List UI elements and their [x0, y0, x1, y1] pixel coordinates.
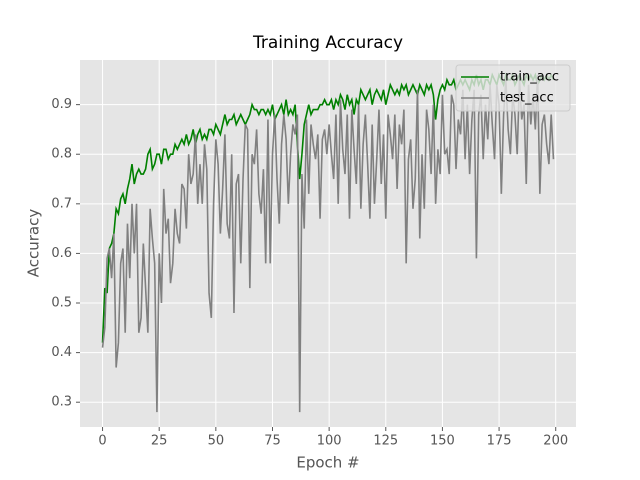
plot-area [80, 60, 576, 427]
legend: train_acc test_acc [455, 64, 571, 112]
x-tick-label: 25 [151, 434, 168, 449]
x-axis-label: Epoch # [296, 454, 359, 472]
x-tick-label: 0 [98, 434, 106, 449]
line-test-acc [101, 74, 555, 413]
x-tick-label: 150 [430, 434, 455, 449]
y-axis-label: Accuracy [25, 209, 43, 278]
y-tick-label: 0.3 [51, 395, 72, 410]
y-tick-label: 0.6 [51, 246, 72, 261]
x-tick-label: 100 [317, 434, 342, 449]
x-tick-label: 125 [373, 434, 398, 449]
legend-label: test_acc [500, 91, 554, 106]
y-tick-label: 0.4 [51, 345, 72, 360]
y-tick-label: 0.7 [51, 196, 72, 211]
x-tick-label: 175 [487, 434, 512, 449]
y-tick-label: 0.8 [51, 147, 72, 162]
y-tick-label: 0.5 [51, 296, 72, 311]
x-tick-label: 75 [264, 434, 281, 449]
legend-label: train_acc [500, 70, 559, 85]
y-tick-label: 0.9 [51, 97, 72, 112]
x-tick-label: 200 [543, 434, 568, 449]
x-tick-label: 50 [208, 434, 225, 449]
chart-title: Training Accuracy [252, 33, 403, 53]
